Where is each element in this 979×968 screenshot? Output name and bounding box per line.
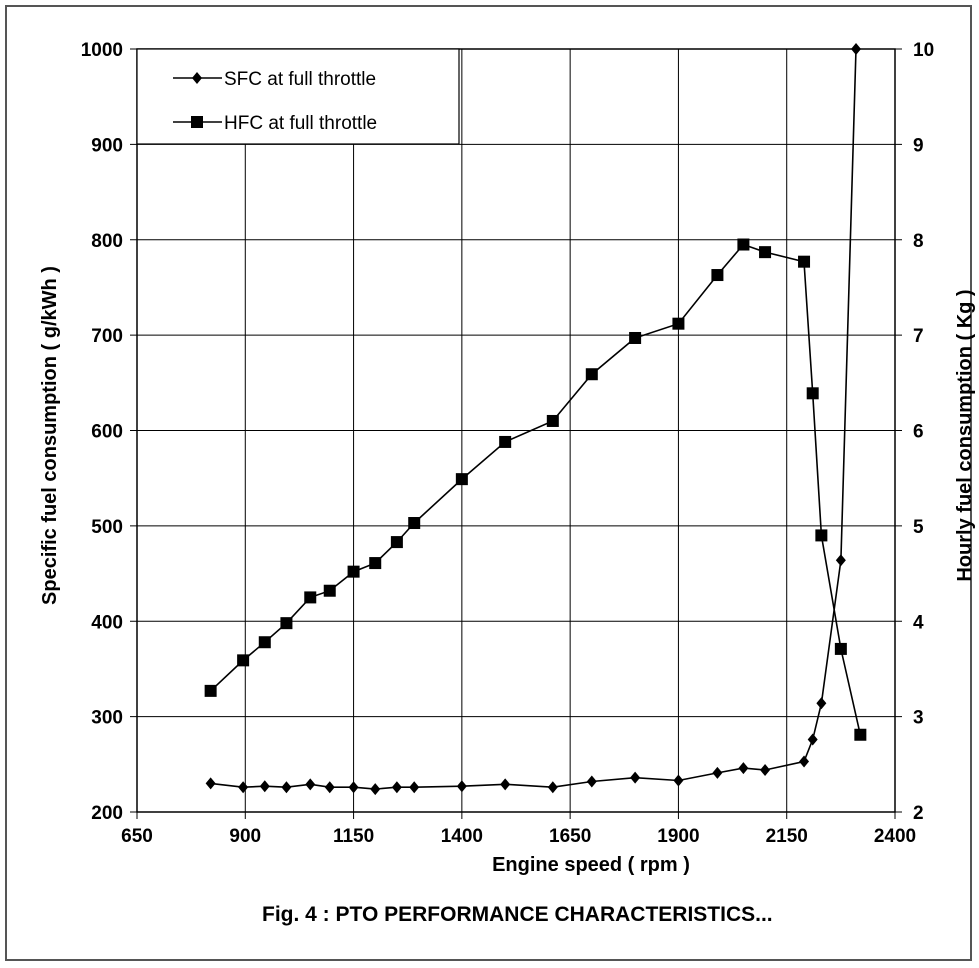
y-left-tick-label: 400: [91, 612, 123, 633]
y-left-tick-label: 1000: [81, 40, 123, 61]
hfc-point: [204, 684, 217, 697]
sfc-point: [630, 771, 641, 784]
y-right-tick-label: 7: [913, 326, 924, 347]
sfc-point: [391, 781, 402, 794]
grid: [130, 48, 902, 819]
sfc-point: [816, 697, 827, 710]
hfc-point: [390, 536, 403, 549]
plot-area-border: [136, 48, 896, 813]
series-layer: [204, 43, 867, 796]
x-tick-label: 1650: [549, 826, 591, 847]
x-tick-label: 2150: [766, 826, 808, 847]
tick-labels: 650 900 1150 1400 1650 1900 2150 2400 200 300 400 5…: [81, 40, 934, 847]
sfc-point: [673, 774, 684, 787]
sfc-point: [760, 764, 771, 777]
sfc-point: [835, 554, 846, 567]
y-left-tick-label: 900: [91, 135, 123, 156]
hfc-point: [455, 473, 468, 486]
sfc-point: [807, 733, 818, 746]
hfc-point: [806, 387, 819, 400]
sfc-point: [738, 762, 749, 775]
hfc-point: [237, 654, 250, 667]
hfc-point: [834, 642, 847, 655]
y-left-tick-label: 200: [91, 803, 123, 824]
y-right-tick-label: 10: [913, 40, 934, 61]
hfc-point: [347, 565, 360, 578]
hfc-point: [672, 317, 685, 330]
legend-entry-sfc: SFC at full throttle: [224, 69, 376, 90]
x-axis-title: Engine speed ( rpm ): [492, 854, 690, 876]
series-line-hfc: [210, 243, 862, 735]
hfc-point: [759, 246, 772, 259]
x-tick-label: 1150: [333, 826, 374, 847]
hfc-point: [408, 517, 421, 530]
x-tick-label: 650: [121, 826, 153, 847]
legend-marker-square: [191, 116, 203, 128]
sfc-point: [370, 783, 381, 796]
y-left-tick-label: 300: [91, 708, 123, 729]
sfc-point: [547, 781, 558, 794]
y-right-tick-label: 5: [913, 517, 924, 538]
y-left-tick-label: 600: [91, 422, 123, 443]
y-right-tick-label: 8: [913, 231, 924, 252]
hfc-point: [854, 728, 867, 741]
y-left-tick-label: 500: [91, 517, 123, 538]
sfc-point: [712, 766, 723, 779]
sfc-point: [324, 781, 335, 794]
sfc-point: [305, 778, 316, 791]
hfc-point: [815, 529, 828, 542]
sfc-point: [799, 755, 810, 768]
y-left-tick-label: 800: [91, 231, 123, 252]
x-tick-label: 2400: [874, 826, 916, 847]
y-axis-right-title: Hourly fuel consumption ( Kg ): [954, 289, 976, 581]
hfc-point: [585, 368, 598, 381]
hfc-point: [737, 238, 750, 251]
hfc-point: [280, 617, 293, 630]
legend: SFC at full throttle HFC at full throttl…: [136, 48, 460, 145]
hfc-point: [629, 331, 642, 344]
sfc-point: [409, 781, 420, 794]
x-tick-label: 1400: [441, 826, 483, 847]
hfc-point: [369, 557, 382, 570]
legend-box: [136, 48, 460, 145]
y-right-tick-label: 9: [913, 135, 924, 156]
hfc-point: [499, 435, 512, 448]
hfc-point: [304, 591, 317, 604]
y-right-tick-label: 2: [913, 803, 924, 824]
hfc-point: [258, 636, 271, 649]
legend-entry-hfc: HFC at full throttle: [224, 113, 377, 134]
sfc-point: [456, 780, 467, 793]
figure-caption: Fig. 4 : PTO PERFORMANCE CHARACTERISTICS…: [262, 903, 773, 926]
y-right-tick-label: 3: [913, 708, 924, 729]
y-axis-left-title: Specific fuel consumption ( g/kWh ): [39, 266, 61, 605]
sfc-point: [586, 775, 597, 788]
sfc-point: [259, 780, 270, 793]
series-line-sfc: [210, 49, 857, 790]
sfc-point: [500, 778, 511, 791]
y-right-tick-label: 4: [913, 612, 924, 633]
hfc-point: [798, 255, 811, 268]
sfc-point: [348, 781, 359, 794]
sfc-point: [238, 781, 249, 794]
legend-marker-diamond: [192, 72, 202, 84]
hfc-point: [711, 269, 724, 282]
hfc-point: [323, 584, 336, 597]
sfc-point: [205, 777, 216, 790]
x-tick-label: 1900: [657, 826, 699, 847]
chart-frame: [5, 5, 972, 961]
x-tick-label: 900: [229, 826, 261, 847]
y-left-tick-label: 700: [91, 326, 123, 347]
y-right-tick-label: 6: [913, 422, 924, 443]
sfc-point: [281, 781, 292, 794]
hfc-point: [546, 414, 559, 427]
